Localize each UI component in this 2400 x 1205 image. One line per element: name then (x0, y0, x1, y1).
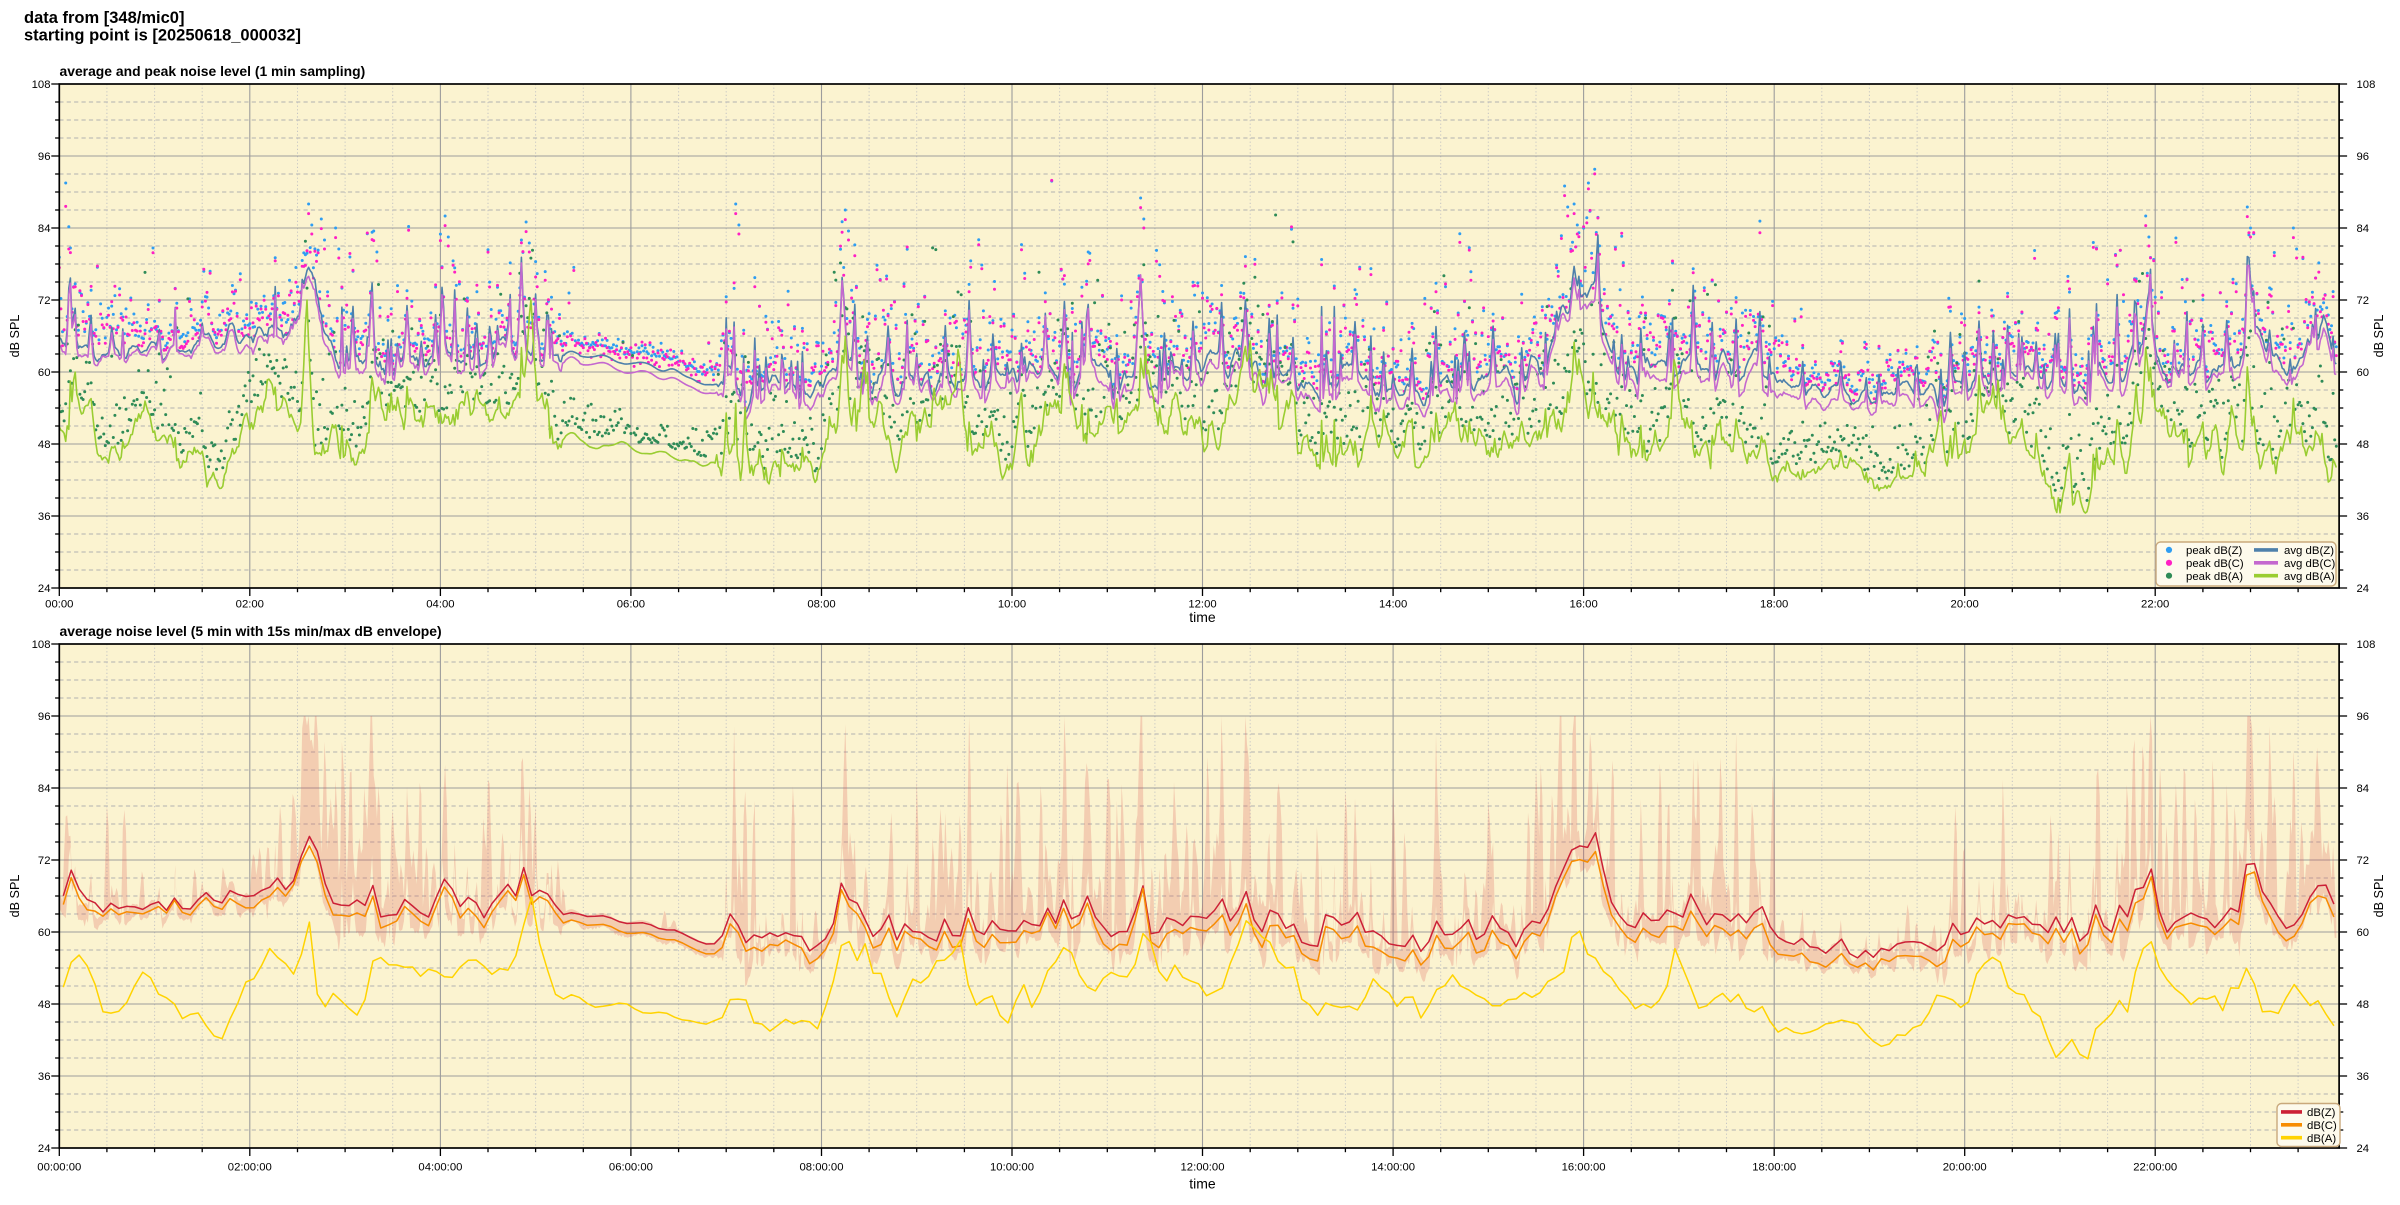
svg-text:36: 36 (2357, 1071, 2370, 1083)
svg-text:data from [348/mic0]: data from [348/mic0] (24, 9, 184, 27)
svg-text:average noise level (5 min wit: average noise level (5 min with 15s min/… (60, 623, 442, 639)
svg-text:24: 24 (2357, 583, 2370, 595)
svg-text:96: 96 (2357, 711, 2370, 723)
svg-text:60: 60 (2357, 367, 2370, 379)
svg-text:08:00:00: 08:00:00 (800, 1161, 844, 1173)
svg-text:16:00:00: 16:00:00 (1562, 1161, 1606, 1173)
svg-text:02:00:00: 02:00:00 (228, 1161, 272, 1173)
svg-text:06:00:00: 06:00:00 (609, 1161, 653, 1173)
svg-text:96: 96 (38, 151, 51, 163)
svg-text:avg dB(Z): avg dB(Z) (2284, 545, 2334, 557)
svg-text:24: 24 (38, 583, 51, 595)
svg-text:96: 96 (2357, 151, 2370, 163)
svg-text:36: 36 (38, 1071, 51, 1083)
svg-text:00:00: 00:00 (45, 599, 73, 611)
svg-text:24: 24 (2357, 1143, 2370, 1155)
svg-text:average and peak noise level (: average and peak noise level (1 min samp… (60, 63, 366, 79)
svg-text:24: 24 (38, 1143, 51, 1155)
svg-text:avg dB(C): avg dB(C) (2284, 558, 2335, 570)
svg-text:dB SPL: dB SPL (2372, 875, 2386, 918)
svg-text:72: 72 (38, 295, 51, 307)
svg-text:dB(Z): dB(Z) (2307, 1107, 2336, 1119)
svg-text:48: 48 (38, 439, 51, 451)
svg-text:02:00: 02:00 (236, 599, 264, 611)
svg-text:48: 48 (2357, 439, 2370, 451)
svg-text:time: time (1189, 609, 1216, 625)
svg-text:108: 108 (2357, 639, 2376, 651)
svg-text:peak dB(C): peak dB(C) (2186, 558, 2244, 570)
svg-text:84: 84 (2357, 783, 2370, 795)
svg-text:12:00:00: 12:00:00 (1181, 1161, 1225, 1173)
svg-text:60: 60 (38, 367, 51, 379)
svg-text:84: 84 (38, 783, 51, 795)
svg-text:48: 48 (38, 999, 51, 1011)
svg-text:14:00:00: 14:00:00 (1371, 1161, 1415, 1173)
svg-text:60: 60 (38, 927, 51, 939)
svg-text:84: 84 (2357, 223, 2370, 235)
svg-text:16:00: 16:00 (1569, 599, 1597, 611)
svg-text:108: 108 (2357, 79, 2376, 91)
svg-text:18:00: 18:00 (1760, 599, 1788, 611)
svg-text:time: time (1189, 1176, 1216, 1192)
svg-text:22:00: 22:00 (2141, 599, 2169, 611)
svg-text:72: 72 (2357, 295, 2370, 307)
svg-text:36: 36 (2357, 511, 2370, 523)
svg-text:20:00: 20:00 (1951, 599, 1979, 611)
svg-text:12:00: 12:00 (1188, 599, 1216, 611)
svg-text:108: 108 (32, 639, 51, 651)
svg-text:dB SPL: dB SPL (2372, 315, 2386, 358)
svg-text:48: 48 (2357, 999, 2370, 1011)
svg-text:108: 108 (32, 79, 51, 91)
svg-text:avg dB(A): avg dB(A) (2284, 571, 2335, 583)
svg-text:36: 36 (38, 511, 51, 523)
svg-text:18:00:00: 18:00:00 (1752, 1161, 1796, 1173)
svg-text:04:00:00: 04:00:00 (418, 1161, 462, 1173)
svg-text:starting point is [20250618_00: starting point is [20250618_000032] (24, 27, 301, 45)
svg-text:22:00:00: 22:00:00 (2133, 1161, 2177, 1173)
svg-text:00:00:00: 00:00:00 (37, 1161, 81, 1173)
svg-text:06:00: 06:00 (617, 599, 645, 611)
svg-text:10:00:00: 10:00:00 (990, 1161, 1034, 1173)
svg-text:20:00:00: 20:00:00 (1943, 1161, 1987, 1173)
svg-text:72: 72 (2357, 855, 2370, 867)
svg-text:dB SPL: dB SPL (8, 875, 22, 918)
svg-text:84: 84 (38, 223, 51, 235)
svg-text:14:00: 14:00 (1379, 599, 1407, 611)
svg-text:peak dB(Z): peak dB(Z) (2186, 545, 2243, 557)
svg-text:60: 60 (2357, 927, 2370, 939)
svg-text:72: 72 (38, 855, 51, 867)
svg-text:dB(C): dB(C) (2307, 1120, 2337, 1132)
svg-text:10:00: 10:00 (998, 599, 1026, 611)
svg-text:96: 96 (38, 711, 51, 723)
svg-text:dB(A): dB(A) (2307, 1133, 2336, 1145)
svg-text:peak dB(A): peak dB(A) (2186, 571, 2243, 583)
svg-text:04:00: 04:00 (426, 599, 454, 611)
svg-text:08:00: 08:00 (807, 599, 835, 611)
svg-text:dB SPL: dB SPL (8, 315, 22, 358)
